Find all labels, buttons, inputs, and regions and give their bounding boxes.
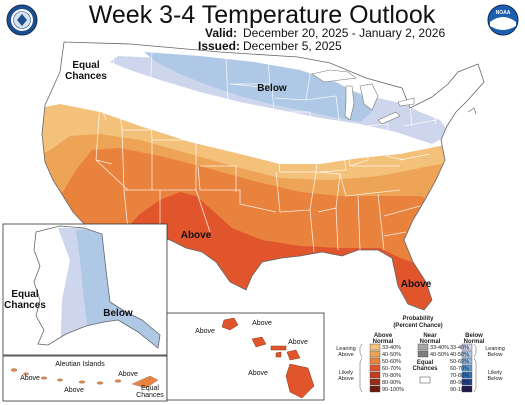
valid-dates: December 20, 2025 - January 2, 2026: [243, 26, 445, 40]
legend-below-swatch-3: [461, 357, 473, 365]
maui: [286, 349, 301, 361]
legend-above-swatch-4: [369, 364, 381, 372]
hawaii-inset: [166, 312, 325, 401]
map-labels: Equal Chances Below Above Above Equal Chan…: [4, 60, 432, 399]
legend-below-swatch-6: [461, 378, 473, 386]
legend-near-swatch-1: [417, 343, 429, 351]
legend-above-range-4: 60-70%: [382, 366, 401, 372]
label-hawaii-above-1: Above: [195, 328, 215, 335]
alaska-outline: [33, 225, 161, 349]
label-conus-above-southwest: Above: [181, 230, 212, 241]
label-conus-above-florida: Above: [401, 279, 432, 290]
lake-michigan: [344, 85, 355, 121]
legend-above-range-3: 50-60%: [382, 359, 401, 365]
label-aleutian-above-3: Above: [118, 371, 138, 378]
legend-below-swatch-2: [461, 350, 473, 358]
legend-near-range-2: 40-50%: [430, 352, 449, 358]
legend-above-range-1: 33-40%: [382, 345, 401, 351]
oahu: [251, 336, 267, 348]
commerce-seal-logo: [6, 4, 38, 36]
legend-near-range-1: 33-40%: [430, 345, 449, 351]
alaska-inset: [2, 223, 168, 402]
big-island: [285, 363, 315, 399]
valid-label: Valid:: [205, 26, 237, 40]
cape-cod: [467, 107, 477, 115]
label-alaska-equal-chances: Equal Chances: [4, 289, 46, 311]
label-conus-equal-chances: Equal Chances: [65, 60, 107, 82]
legend-below-range-5: 70-80%: [450, 373, 469, 379]
legend-below-header: Below Normal: [464, 333, 485, 345]
label-hawaii-above-4: Above: [248, 370, 268, 377]
legend-above-swatches: 33-40% 40-50% 50-60% 60-70% 70-80% 80-90…: [369, 343, 404, 393]
label-alaska-below: Below: [103, 308, 133, 319]
legend-leaning-below-bracket: [473, 343, 477, 358]
lake-ontario: [397, 97, 415, 107]
legend-equal-chances-swatch: [419, 376, 431, 384]
noaa-logo: NOAA: [487, 4, 519, 36]
noaa-logo-text: NOAA: [496, 10, 511, 16]
issued-date: December 5, 2025: [243, 39, 342, 53]
legend: Probability (Percent Chance) Above Normal …: [336, 316, 505, 393]
legend-near-header: Near Normal: [420, 333, 441, 345]
legend-likely-below-bracket: [473, 357, 477, 393]
lake-erie: [377, 111, 401, 125]
legend-likely-above-bracket: [359, 357, 363, 393]
label-hawaii-above-3: Above: [288, 339, 308, 346]
legend-near-swatch-2: [417, 350, 429, 358]
label-aleutian-above-2: Above: [64, 387, 84, 394]
lake-huron: [359, 83, 379, 111]
legend-below-range-7: 90-100%: [450, 387, 472, 393]
kauai: [221, 317, 239, 331]
hawaiian-islands: [221, 317, 315, 399]
header: NOAA Week 3-4 Temperature Outlook Valid:…: [6, 1, 519, 53]
legend-below-swatch-7: [461, 385, 473, 393]
legend-near-swatches: 33-40% 40-50% Equal Chances: [412, 343, 449, 384]
legend-above-range-5: 70-80%: [382, 373, 401, 379]
label-conus-below: Below: [257, 83, 287, 94]
legend-below-swatches: 33-40% 40-50% 50-60% 60-70% 70-80% 80-90…: [450, 343, 473, 393]
legend-equal-chances-label: Equal Chances: [412, 360, 438, 372]
issued-label: Issued:: [198, 39, 240, 53]
legend-above-range-7: 90-100%: [382, 387, 404, 393]
legend-below-swatch-1: [461, 343, 473, 351]
aleutian-frame: [2, 355, 168, 402]
label-aleutian-above-1: Above: [20, 375, 40, 382]
legend-above-swatch-1: [369, 343, 381, 351]
legend-above-range-2: 40-50%: [382, 352, 401, 358]
legend-leaning-above: Leaning Above: [336, 346, 356, 358]
state-boundaries: [54, 45, 447, 253]
legend-above-swatch-7: [369, 385, 381, 393]
lake-superior: [311, 69, 357, 83]
legend-above-range-6: 80-90%: [382, 380, 401, 386]
molokai: [270, 345, 287, 351]
legend-below-range-4: 60-70%: [450, 366, 469, 372]
legend-title: Probability (Percent Chance): [393, 316, 442, 329]
legend-likely-below: Likely Below: [488, 370, 503, 382]
aleutian-islands: [10, 368, 159, 389]
legend-above-swatch-3: [369, 357, 381, 365]
map-title: Week 3-4 Temperature Outlook: [89, 1, 436, 29]
legend-above-swatch-2: [369, 350, 381, 358]
legend-below-range-6: 80-90%: [450, 380, 469, 386]
legend-below-swatch-4: [461, 364, 473, 372]
legend-below-range-2: 40-50%: [450, 352, 469, 358]
legend-above-swatch-6: [369, 378, 381, 386]
legend-below-range-3: 50-60%: [450, 359, 469, 365]
label-aleutian-equal-chances: Equal Chances: [136, 385, 164, 399]
legend-above-swatch-5: [369, 371, 381, 379]
label-aleutian-islands: Aleutian Islands: [55, 361, 105, 368]
legend-leaning-below: Leaning Below: [485, 346, 505, 358]
legend-above-header: Above Normal: [373, 333, 394, 345]
lanai: [275, 351, 282, 358]
legend-leaning-above-bracket: [359, 343, 363, 358]
great-lakes: [311, 69, 415, 125]
label-hawaii-above-2: Above: [252, 320, 272, 327]
legend-below-range-1: 33-40%: [450, 345, 469, 351]
legend-likely-above: Likely Above: [338, 370, 354, 382]
legend-below-swatch-5: [461, 371, 473, 379]
